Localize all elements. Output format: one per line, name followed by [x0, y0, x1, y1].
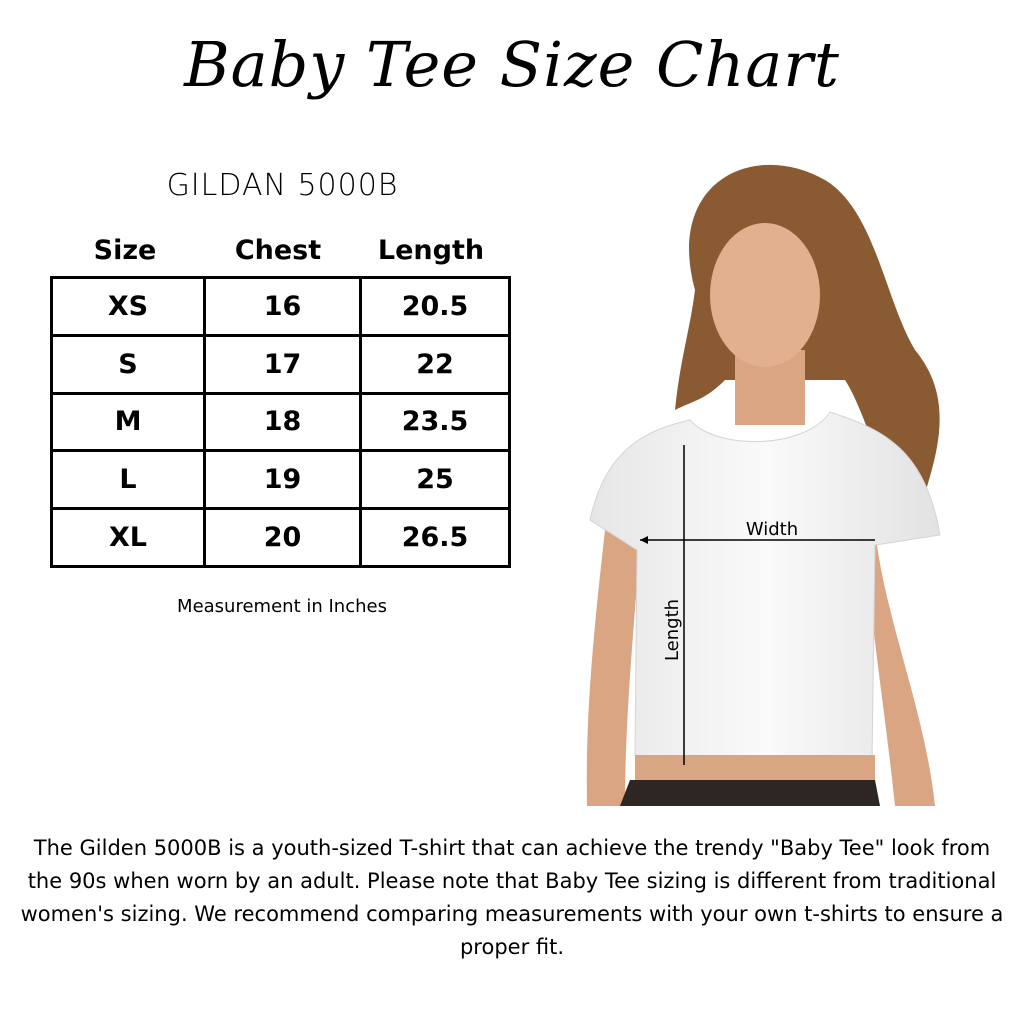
table-row: M 18 23.5 [50, 391, 511, 453]
description: The Gilden 5000B is a youth-sized T-shir… [20, 836, 1004, 959]
midriff [635, 755, 875, 780]
header-length: Length [377, 235, 485, 266]
table-row: S 17 22 [50, 333, 511, 395]
size-cell: M [50, 391, 206, 453]
size-cell: XS [50, 276, 206, 337]
face [710, 223, 820, 367]
chest-cell: 16 [203, 276, 362, 337]
width-label: Width [746, 519, 798, 540]
length-cell: 22 [359, 333, 511, 395]
length-cell: 26.5 [359, 507, 511, 568]
size-table: XS 16 20.5 S 17 22 M 18 23.5 L 19 25 XL 20 26.5 [50, 276, 511, 568]
table-row: L 19 25 [50, 449, 511, 511]
pants [620, 780, 880, 806]
size-cell: S [50, 333, 206, 395]
left-arm [586, 530, 640, 806]
chest-cell: 19 [203, 449, 362, 511]
header-chest: Chest [234, 235, 322, 266]
length-cell: 20.5 [359, 276, 511, 337]
chest-cell: 18 [203, 391, 362, 453]
length-label: Length [662, 599, 683, 661]
chest-cell: 20 [203, 507, 362, 568]
table-row: XS 16 20.5 [50, 276, 511, 337]
model-photo: Width Length [586, 164, 941, 806]
size-cell: XL [50, 507, 206, 568]
length-cell: 25 [359, 449, 511, 511]
right-arm [865, 530, 935, 806]
page-title: Baby Tee Size Chart [184, 28, 840, 101]
brand-label: GILDAN 5000B [166, 168, 399, 203]
measurement-note: Measurement in Inches [177, 596, 387, 617]
table-row: XL 20 26.5 [50, 507, 511, 568]
header-size: Size [93, 235, 157, 266]
length-cell: 23.5 [359, 391, 511, 453]
chest-cell: 17 [203, 333, 362, 395]
size-cell: L [50, 449, 206, 511]
